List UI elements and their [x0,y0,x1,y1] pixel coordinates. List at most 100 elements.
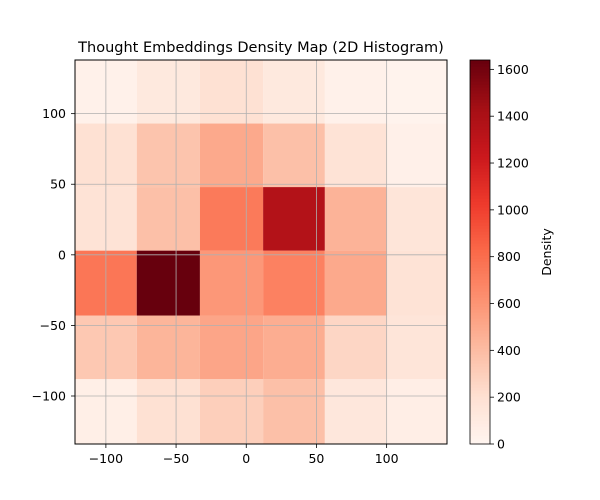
x-tick-label-0: −100 [89,451,123,466]
colorbar-segment-117 [470,90,490,94]
heatmap-cell-r5-c3 [263,60,325,124]
colorbar-segment-6 [470,423,490,427]
y-tick-label-2: 0 [58,247,66,262]
colorbar-segment-123 [470,72,490,76]
colorbar-segment-29 [470,354,490,358]
colorbar-segment-33 [470,342,490,346]
colorbar-segment-113 [470,102,490,106]
x-tick-label-2: 0 [242,451,250,466]
y-tick-label-1: −50 [40,318,66,333]
colorbar-segment-58 [470,267,490,271]
colorbar-segment-111 [470,108,490,112]
colorbar-segment-94 [470,159,490,163]
colorbar-segment-50 [470,291,490,295]
colorbar-segment-69 [470,234,490,238]
colorbar-segment-66 [470,243,490,247]
colorbar-segment-49 [470,294,490,298]
colorbar-segment-54 [470,279,490,283]
colorbar-segment-56 [470,273,490,277]
colorbar-segment-31 [470,348,490,352]
colorbar-segment-8 [470,417,490,421]
heatmap-cell-r4-c3 [263,123,325,188]
colorbar-segment-79 [470,204,490,208]
colorbar-segment-37 [470,330,490,334]
colorbar-segment-118 [470,87,490,91]
colorbar-segment-59 [470,264,490,268]
heatmap-cell-r0-c3 [263,379,325,444]
colorbar-segment-44 [470,309,490,313]
colorbar-segment-95 [470,156,490,160]
colorbar-segment-62 [470,255,490,259]
colorbar-segment-86 [470,183,490,187]
colorbar-segment-99 [470,144,490,148]
colorbar-segment-72 [470,225,490,229]
colorbar-segment-97 [470,150,490,154]
colorbar-frame [469,59,491,445]
colorbar-segment-30 [470,351,490,355]
heatmap-cell-r5-c5 [386,60,447,124]
heatmap-cell-r5-c4 [324,60,387,124]
heatmap-cell-r2-c5 [386,250,447,316]
colorbar-segment-88 [470,177,490,181]
colorbar-segment-110 [470,111,490,115]
chart-title: Thought Embeddings Density Map (2D Histo… [77,40,444,56]
x-tick-label-3: 50 [308,451,324,466]
colorbar-segment-85 [470,186,490,190]
colorbar-segment-101 [470,138,490,142]
colorbar-segment-102 [470,135,490,139]
heatmap-cell-r1-c1 [136,315,200,380]
plot-frame [74,59,448,445]
colorbar-segment-23 [470,372,490,376]
heatmap-cell-r2-c3 [263,250,325,316]
colorbar-segment-119 [470,84,490,88]
heatmap-cell-r2-c2 [199,250,264,316]
colorbar-segment-24 [470,369,490,373]
x-axis: −100 −50 0 50 100 [89,444,399,466]
colorbar-segment-12 [470,405,490,409]
colorbar-segment-104 [470,129,490,133]
colorbar-segment-115 [470,96,490,100]
colorbar-segment-9 [470,414,490,418]
colorbar-segment-13 [470,402,490,406]
colorbar-segment-70 [470,231,490,235]
heatmap-cell-r5-c2 [199,60,264,124]
heatmap-cell-r3-c5 [386,187,447,251]
heatmap-cell-r1-c2 [199,315,264,380]
colorbar-segment-32 [470,345,490,349]
heatmap-cell-r4-c4 [324,123,387,188]
colorbar-segment-20 [470,381,490,385]
colorbar-segment-1 [470,438,490,442]
colorbar-segment-90 [470,171,490,175]
colorbar-tick-label-8: 1600 [497,62,529,77]
colorbar-segment-83 [470,192,490,196]
colorbar-tick-label-5: 1000 [497,202,529,217]
y-tick-label-4: 100 [42,106,66,121]
colorbar-segment-41 [470,318,490,322]
colorbar-segment-67 [470,240,490,244]
grid-lines [75,60,447,444]
colorbar-segment-38 [470,327,490,331]
colorbar-segment-0 [470,441,490,445]
colorbar-segment-81 [470,198,490,202]
colorbar-segment-122 [470,75,490,79]
colorbar-segment-43 [470,312,490,316]
colorbar-segment-92 [470,165,490,169]
colorbar-segment-103 [470,132,490,136]
colorbar-segment-91 [470,168,490,172]
y-tick-label-3: 50 [50,177,66,192]
colorbar-segment-45 [470,306,490,310]
colorbar-segment-14 [470,399,490,403]
colorbar-tick-label-0: 0 [497,437,505,452]
x-tick-label-4: 100 [375,451,399,466]
colorbar-segment-125 [470,66,490,70]
heatmap-cell-r1-c4 [324,315,387,380]
colorbar-segment-42 [470,315,490,319]
colorbar-segment-64 [470,249,490,253]
heatmap-cell-r4-c5 [386,123,447,188]
colorbar-segment-121 [470,78,490,82]
heatmap-cell-r1-c5 [386,315,447,380]
colorbar-segment-68 [470,237,490,241]
colorbar-segment-19 [470,384,490,388]
colorbar-segment-46 [470,303,490,307]
colorbar-segment-126 [470,63,490,67]
